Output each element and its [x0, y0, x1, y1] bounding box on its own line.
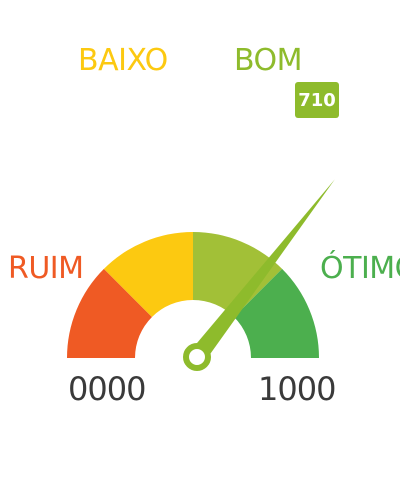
score-badge: 710 [295, 82, 339, 118]
segment-label-ruim: RUIM [8, 251, 84, 286]
needle-hub [183, 343, 211, 371]
gauge-needle [189, 179, 335, 363]
segment-label-otimo: ÓTIMO [320, 251, 400, 286]
segment-otimo [234, 268, 319, 358]
scale-max-label: 1000 [258, 370, 336, 408]
segment-bom [193, 232, 283, 317]
segment-ruim [67, 268, 152, 358]
segment-label-bom: BOM [234, 43, 303, 78]
segment-baixo [103, 232, 193, 317]
segment-label-baixo: BAIXO [78, 43, 168, 78]
scale-min-label: 0000 [68, 370, 146, 408]
score-value: 710 [298, 89, 336, 111]
